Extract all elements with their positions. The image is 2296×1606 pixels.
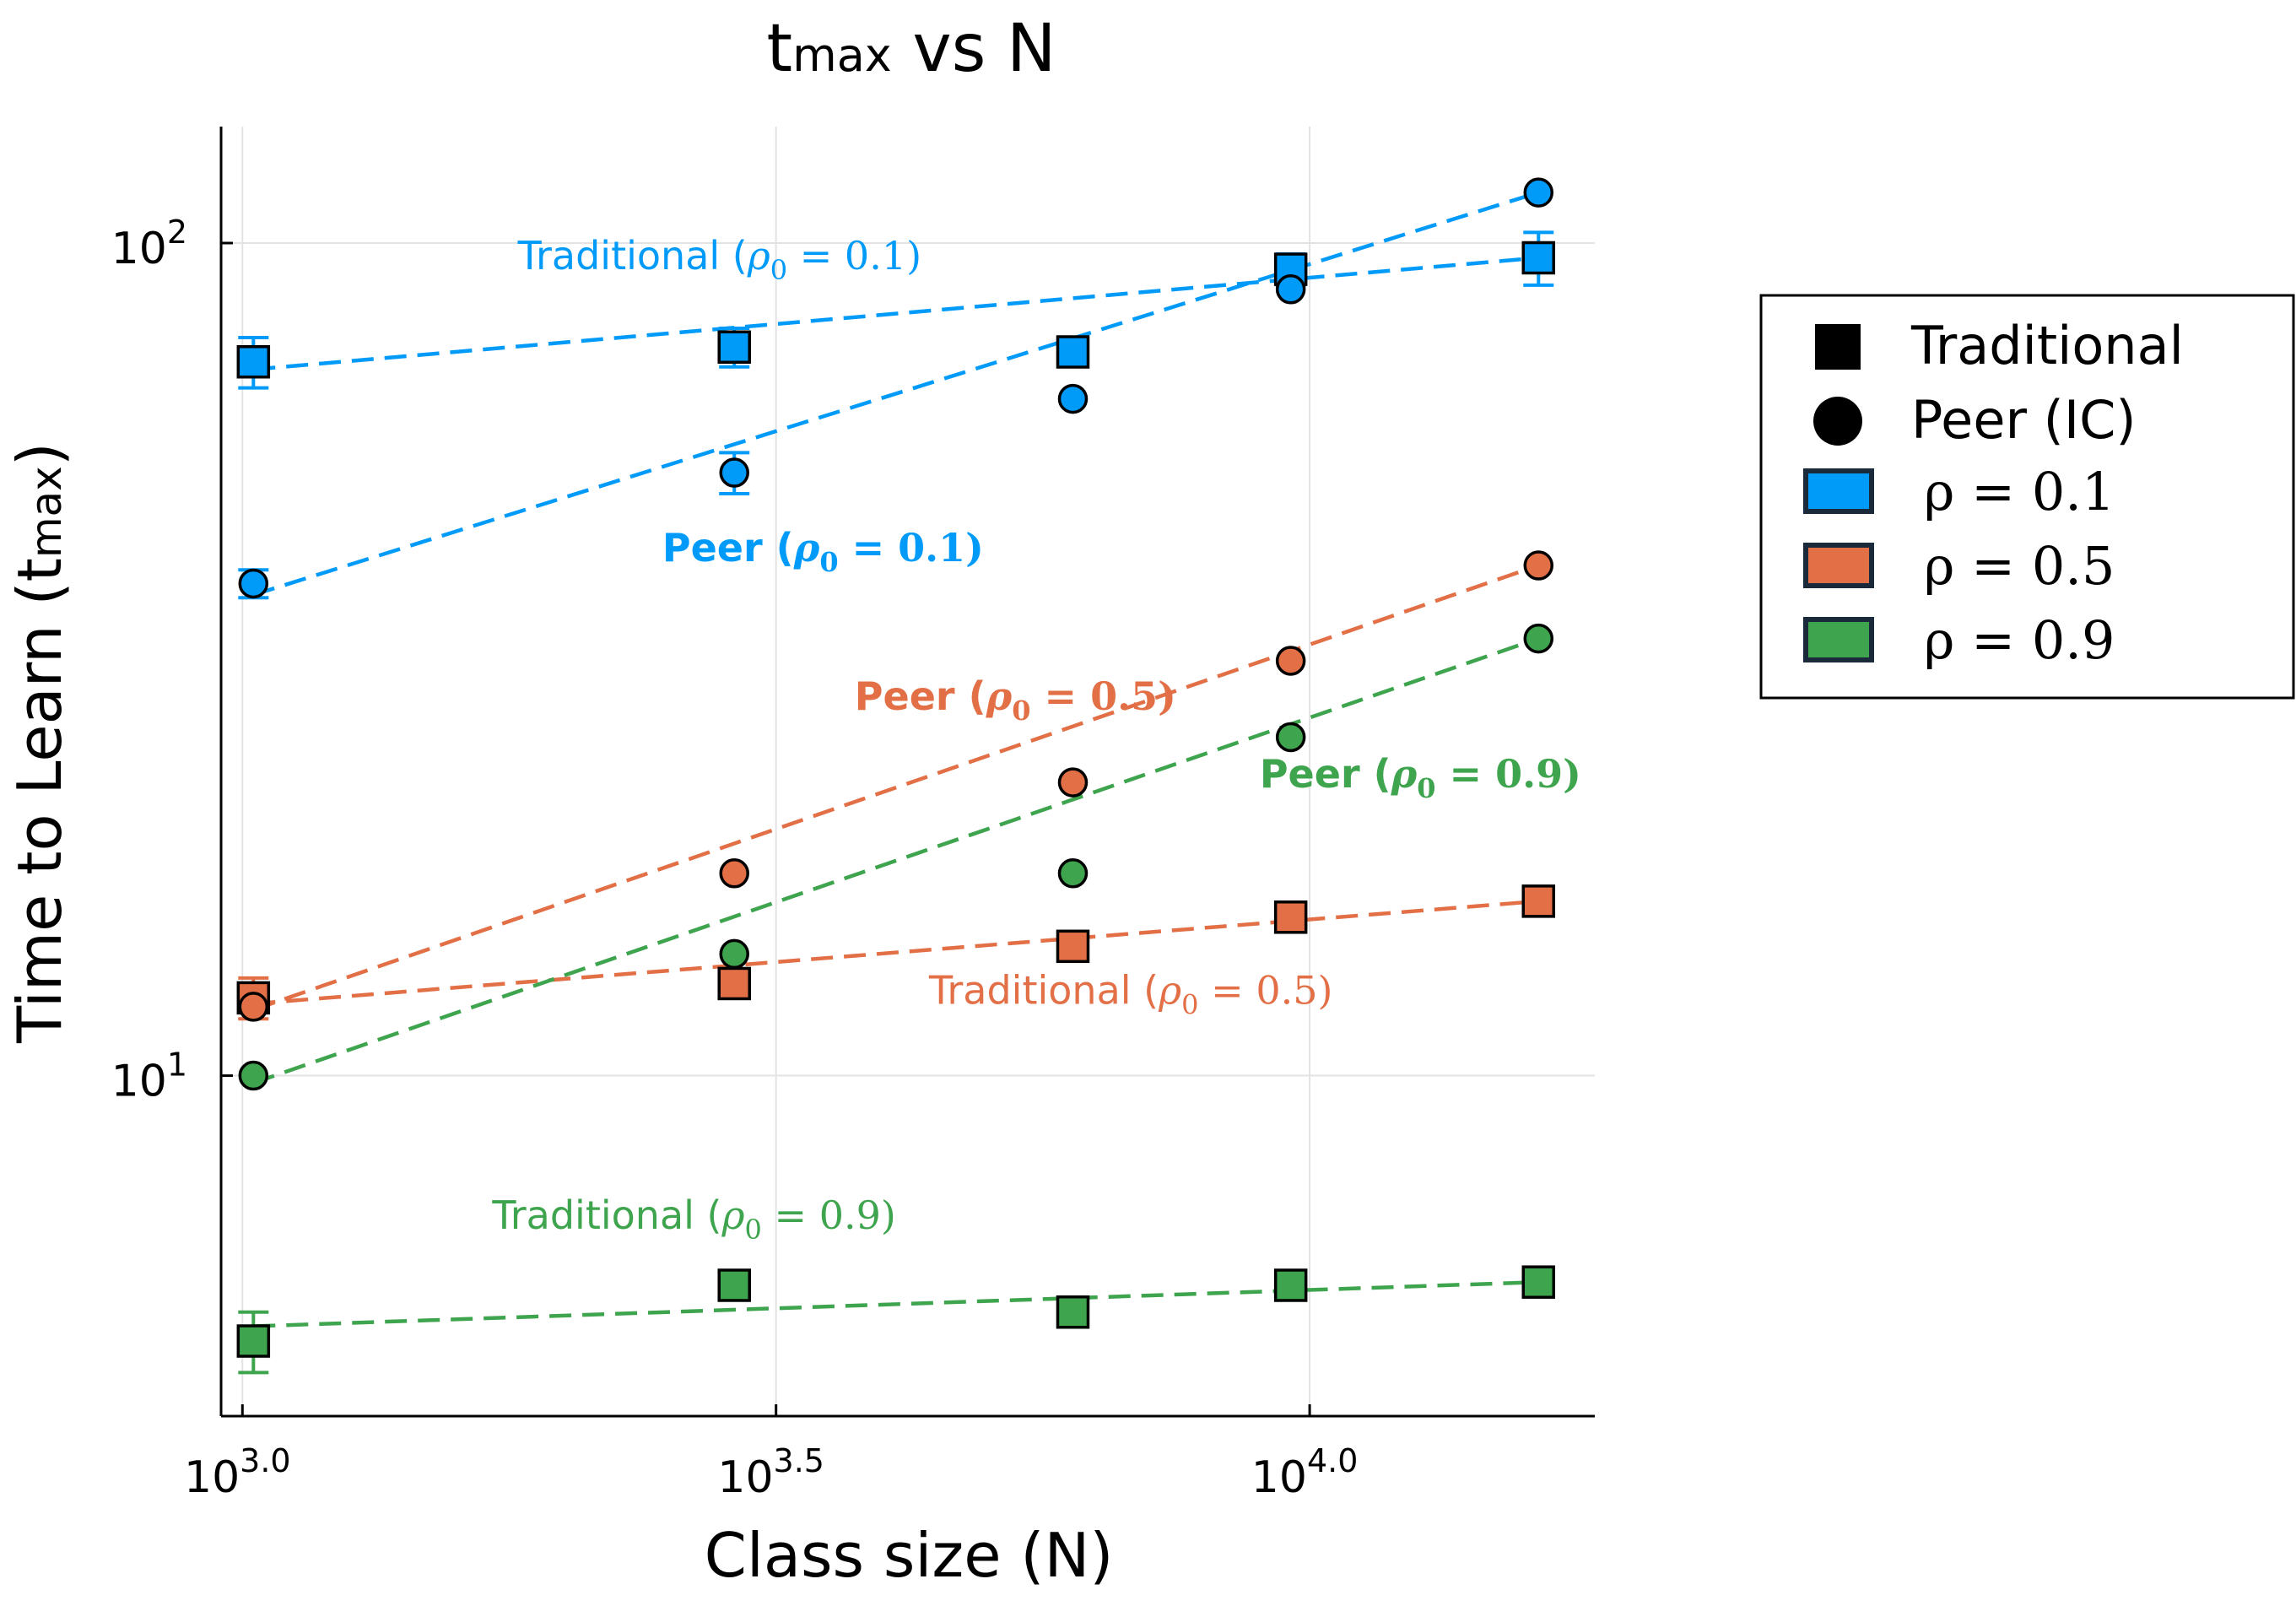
y-tick-label: 101 <box>111 1046 187 1107</box>
data-point-square <box>1056 929 1090 964</box>
tick-labels: 103.0 103.5 104.0 101 102 <box>111 214 1359 1503</box>
x-tick-label: 104.0 <box>1251 1442 1359 1503</box>
data-point-square <box>236 1324 271 1358</box>
fit-lines <box>252 190 1540 1328</box>
fit-line <box>252 563 1540 1012</box>
series-annotation: Traditional (ρ0 = 0.9) <box>491 1192 895 1246</box>
legend: Traditional Peer (IC) ρ = 0.1ρ = 0.5ρ = … <box>1759 294 2295 700</box>
data-point-circle <box>1523 550 1554 581</box>
data-point-circle <box>1275 722 1306 753</box>
series-annotation: Traditional (ρ0 = 0.5) <box>928 967 1332 1020</box>
data-point-circle <box>1523 623 1554 654</box>
data-markers <box>236 177 1556 1358</box>
data-point-square <box>1521 241 1556 275</box>
data-point-square <box>1056 1295 1090 1329</box>
data-point-circle <box>1275 274 1306 305</box>
data-point-square <box>1056 335 1090 369</box>
data-point-circle <box>1057 383 1089 414</box>
series-annotation: Peer (ρ0 = 0.5) <box>855 673 1176 727</box>
legend-color-swatch <box>1803 468 1874 514</box>
legend-color-label: ρ = 0.9 <box>1924 609 2115 671</box>
x-tick-label: 103.0 <box>184 1442 291 1503</box>
fit-line <box>253 1279 1539 1328</box>
series-annotation: Traditional (ρ0 = 0.1) <box>517 233 921 286</box>
data-point-circle <box>238 568 269 599</box>
series-annotation: Peer (ρ0 = 0.1) <box>662 525 984 578</box>
legend-marker-circle <box>1813 397 1862 446</box>
fit-line <box>252 636 1540 1085</box>
data-point-square <box>1521 1265 1556 1299</box>
data-point-circle <box>238 992 269 1022</box>
legend-color-swatch <box>1803 543 1874 588</box>
fit-line <box>253 256 1539 372</box>
y-tick-label: 102 <box>111 214 187 274</box>
legend-label-traditional: Traditional <box>1910 315 2184 376</box>
data-point-square <box>717 330 751 365</box>
data-point-circle <box>1523 177 1554 208</box>
axes <box>219 127 1595 1418</box>
series-annotation: Peer (ρ0 = 0.9) <box>1260 751 1581 804</box>
data-point-circle <box>1275 646 1306 676</box>
x-axis-label: Class size (N) <box>705 1520 1114 1591</box>
annotations: Traditional (ρ0 = 0.1) Peer (ρ0 = 0.1) Tra… <box>491 233 1580 1246</box>
legend-color-label: ρ = 0.5 <box>1924 535 2115 597</box>
data-point-square <box>717 966 751 1001</box>
fit-line <box>253 899 1539 1006</box>
data-point-square <box>1273 1268 1308 1302</box>
y-axis-label: Time to Learn (tmax) <box>4 442 75 1044</box>
legend-color-entries: ρ = 0.1 ρ = 0.5 ρ = 0.9 <box>1803 461 2115 671</box>
legend-color-label: ρ = 0.1 <box>1924 461 2115 522</box>
grid <box>221 127 1595 1416</box>
legend-color-swatch <box>1803 617 1874 662</box>
data-point-square <box>1521 884 1556 918</box>
legend-marker-square <box>1815 324 1861 370</box>
data-point-square <box>1273 900 1308 934</box>
data-point-circle <box>719 457 749 488</box>
fit-line <box>252 190 1539 597</box>
data-point-square <box>717 1268 751 1302</box>
data-point-circle <box>238 1060 269 1091</box>
data-point-circle <box>719 938 749 970</box>
data-point-circle <box>719 858 749 889</box>
x-tick-label: 103.5 <box>717 1442 824 1503</box>
data-point-circle <box>1057 767 1089 798</box>
data-point-square <box>236 344 271 379</box>
chart-title: tmax vs N <box>767 11 1056 87</box>
data-point-circle <box>1057 858 1089 889</box>
legend-label-peer: Peer (IC) <box>1911 389 2137 451</box>
